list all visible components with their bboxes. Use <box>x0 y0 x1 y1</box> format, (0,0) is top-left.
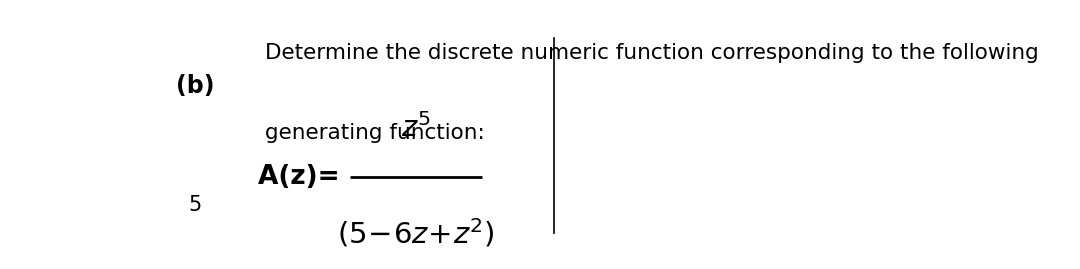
Text: A(z)=: A(z)= <box>258 164 349 190</box>
Text: generating function:: generating function: <box>266 123 485 143</box>
Text: $(5\!-\!6z\!+\!z^2)$: $(5\!-\!6z\!+\!z^2)$ <box>337 217 495 250</box>
Text: Determine the discrete numeric function corresponding to the following: Determine the discrete numeric function … <box>266 43 1039 63</box>
Text: 5: 5 <box>188 194 202 215</box>
Text: (b): (b) <box>176 74 214 98</box>
Text: $z^5$: $z^5$ <box>402 113 431 143</box>
